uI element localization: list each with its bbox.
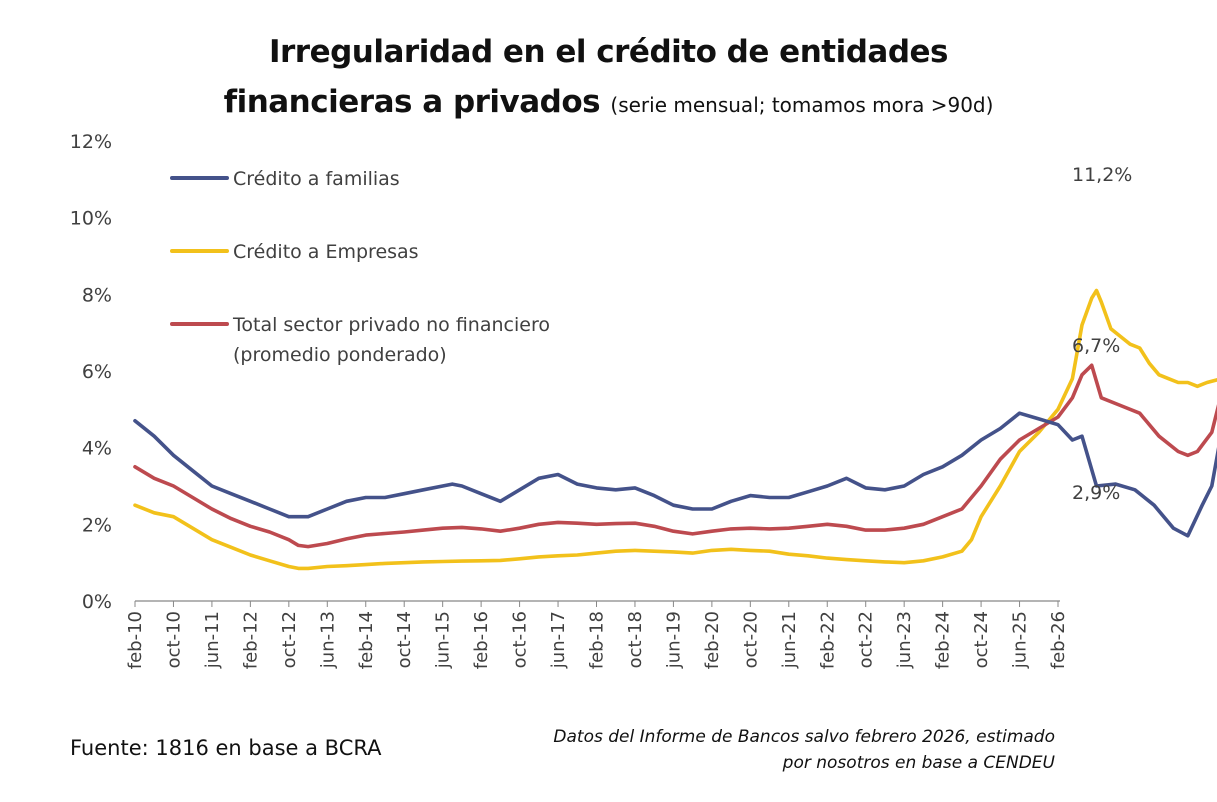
x-tick-label: jun-13	[317, 611, 338, 669]
legend-label-familias: Crédito a familias	[233, 168, 400, 190]
end-label-empresas: 2,9%	[1072, 482, 1120, 504]
y-tick-label: 0%	[82, 591, 112, 613]
data-note-line1: Datos del Informe de Bancos salvo febrer…	[553, 727, 1055, 747]
series-line-empresas	[133, 288, 1217, 571]
x-tick-label: feb-24	[933, 611, 954, 669]
source-note: Fuente: 1816 en base a BCRA	[70, 736, 382, 760]
y-tick-label: 8%	[82, 284, 112, 306]
legend-label-total-line2: (promedio ponderado)	[233, 344, 447, 366]
chart-title-line1: Irregularidad en el crédito de entidades	[268, 34, 949, 70]
x-tick-label: oct-20	[740, 611, 761, 668]
x-tick-label: feb-26	[1048, 611, 1069, 669]
legend-label-empresas: Crédito a Empresas	[233, 241, 419, 263]
data-note: Datos del Informe de Bancos salvo febrer…	[553, 724, 1055, 776]
x-tick-label: jun-21	[779, 611, 800, 669]
x-tick-label: jun-17	[548, 611, 569, 669]
x-tick-label: oct-24	[971, 611, 992, 668]
y-tick-label: 4%	[82, 438, 112, 460]
x-tick-label: jun-15	[433, 611, 454, 669]
x-tick-label: oct-22	[856, 611, 877, 668]
end-label-total: 6,7%	[1072, 335, 1120, 357]
chart-title-main: financieras a privados	[223, 84, 601, 120]
x-tick-label: feb-10	[125, 611, 146, 669]
x-tick-label: oct-12	[279, 611, 300, 668]
x-tick-label: feb-18	[587, 611, 608, 669]
x-tick-label: jun-23	[894, 611, 915, 669]
x-tick-label: oct-18	[625, 611, 646, 668]
y-tick-label: 12%	[70, 131, 112, 153]
chart-title-line2: financieras a privados (serie mensual; t…	[0, 84, 1217, 120]
x-tick-label: feb-16	[471, 611, 492, 669]
end-label-familias: 11,2%	[1072, 164, 1132, 186]
x-tick-label: oct-16	[510, 611, 531, 668]
x-tick-label: oct-14	[394, 611, 415, 668]
x-tick-label: feb-14	[356, 611, 377, 669]
data-note-line2: por nosotros en base a CENDEU	[782, 753, 1055, 773]
x-tick-label: jun-11	[202, 611, 223, 669]
y-tick-label: 10%	[70, 208, 112, 230]
x-tick-label: oct-10	[163, 611, 184, 668]
legend-label-total: Total sector privado no financiero	[232, 314, 550, 336]
x-tick-label: jun-19	[663, 611, 684, 669]
y-tick-label: 6%	[82, 361, 112, 383]
x-tick-label: feb-12	[240, 611, 261, 669]
chart-subtitle: (serie mensual; tomamos mora >90d)	[610, 93, 994, 117]
x-tick-label: feb-22	[817, 611, 838, 669]
x-tick-label: feb-20	[702, 611, 723, 669]
x-tick-label: jun-25	[1010, 611, 1031, 669]
series-line-total	[133, 363, 1217, 549]
series-line-familias	[133, 411, 1217, 538]
y-tick-label: 2%	[82, 514, 112, 536]
